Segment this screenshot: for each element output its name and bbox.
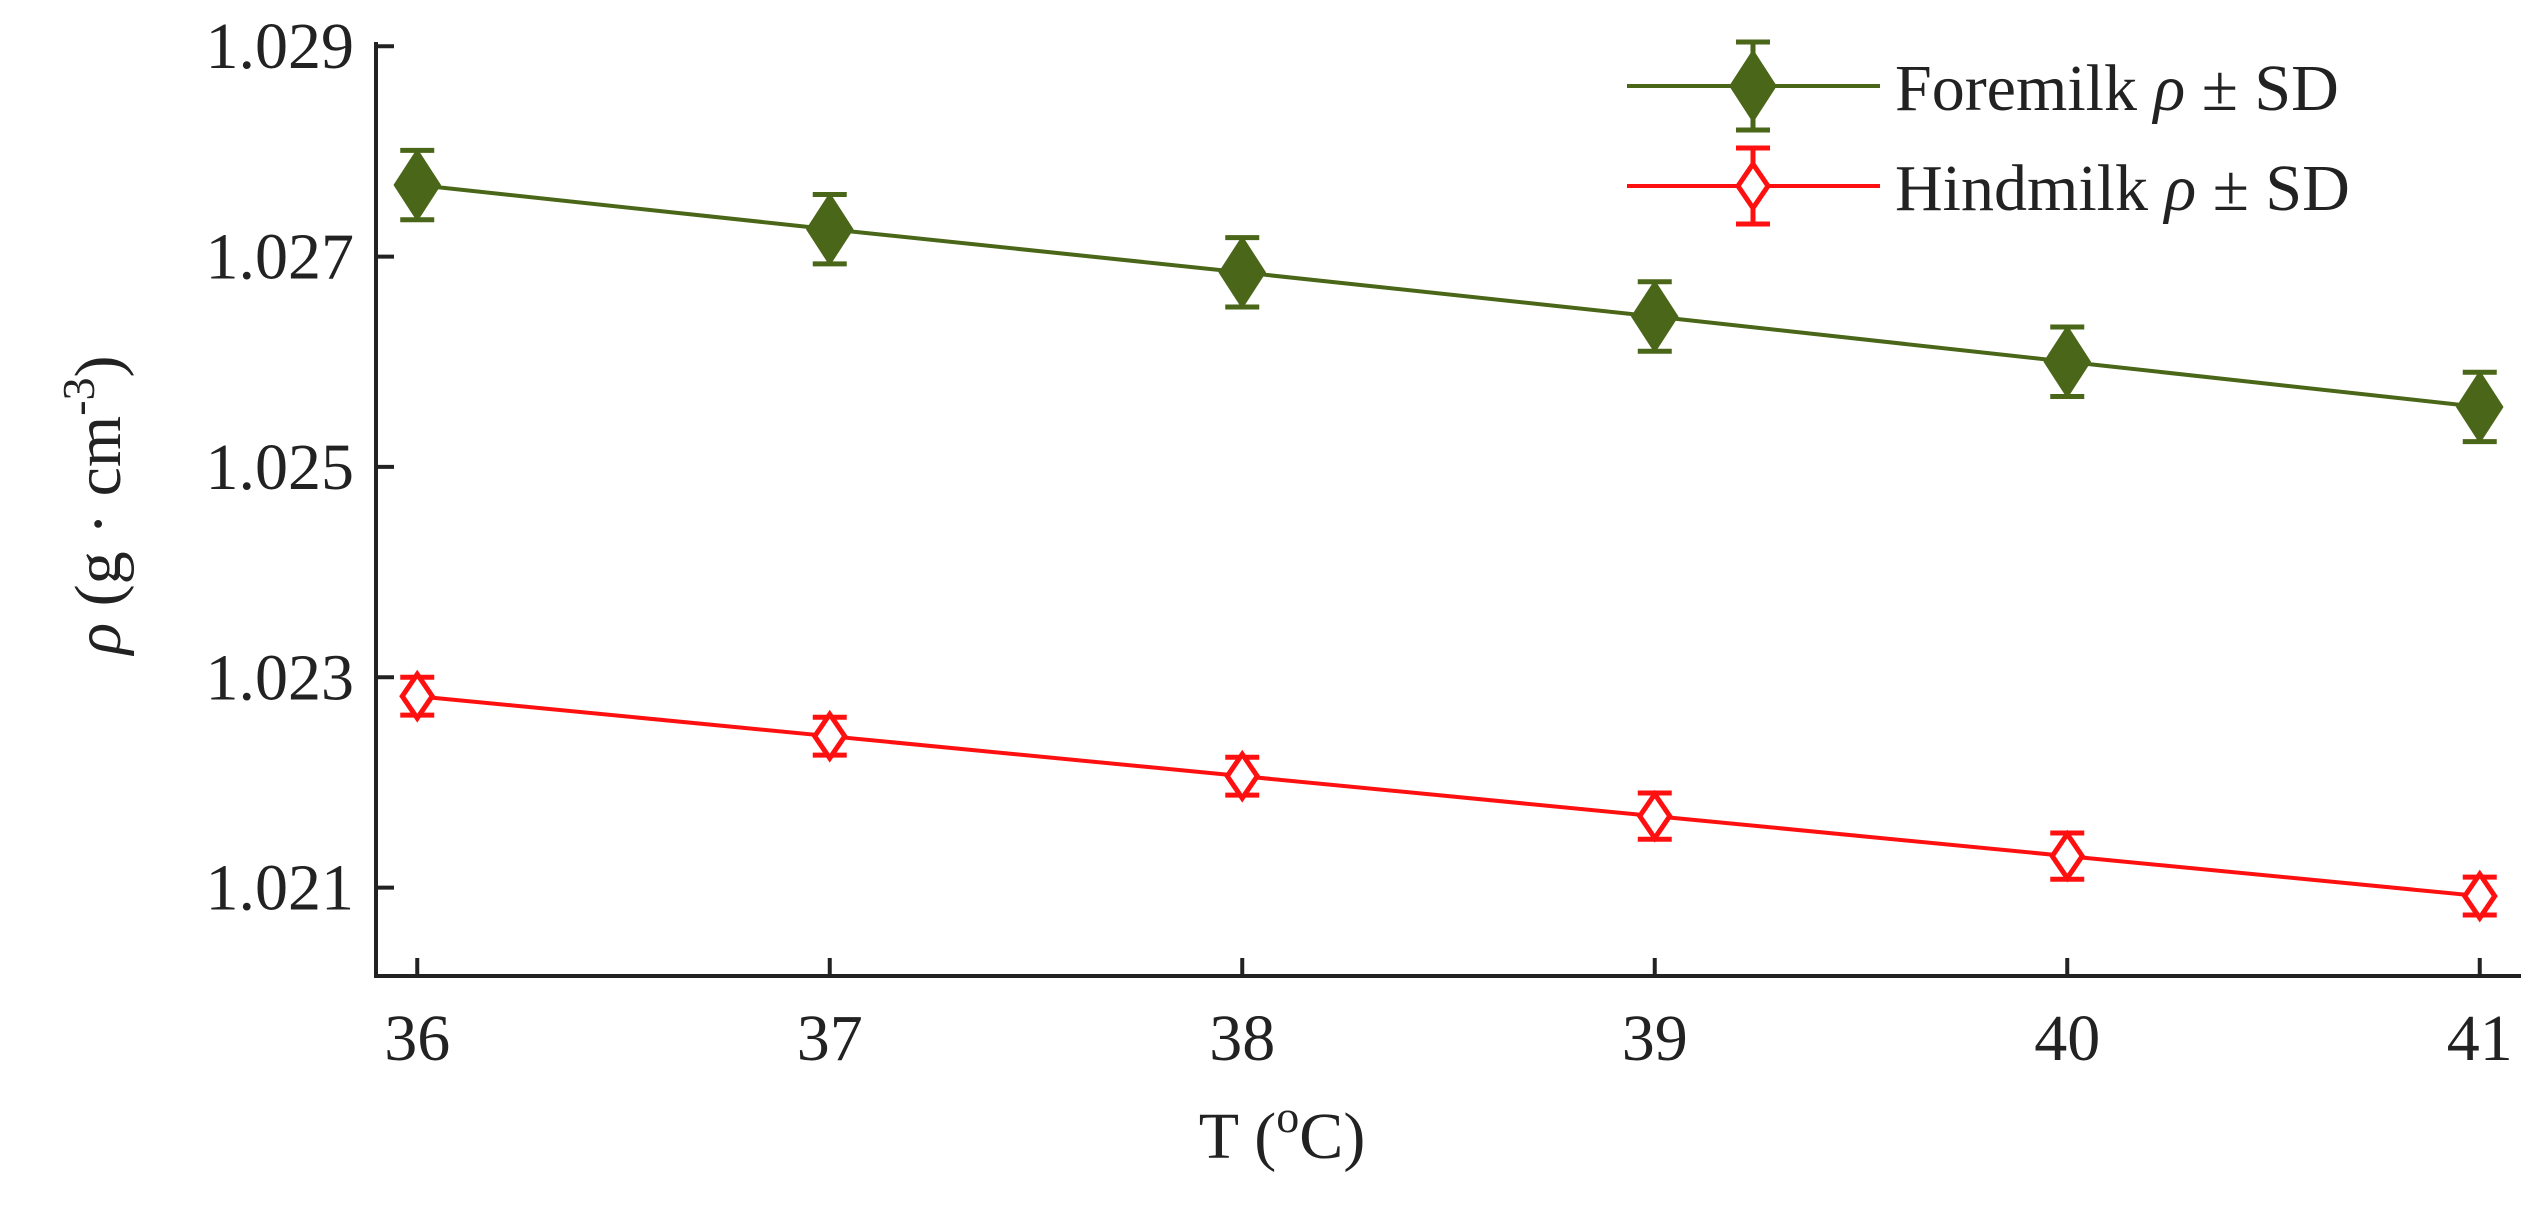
data-point — [1636, 789, 1673, 843]
data-point — [2455, 370, 2504, 444]
legend-entry-foremilk: Foremilk ρ ± SD — [1627, 39, 2339, 133]
legend-marker — [1729, 49, 1777, 123]
series-foremilk — [393, 147, 2504, 445]
series-layer — [393, 147, 2504, 923]
y-tick-label: 1.025 — [206, 431, 355, 504]
series-line — [417, 183, 2480, 409]
data-point — [2049, 829, 2086, 883]
y-tick-label: 1.027 — [206, 221, 355, 294]
series-line — [417, 694, 2480, 899]
legend-label: Hindmilk ρ ± SD — [1895, 152, 2350, 225]
data-point — [1218, 235, 1267, 310]
x-tick-label: 41 — [2447, 1002, 2513, 1075]
legend-label: Foremilk ρ ± SD — [1895, 52, 2339, 125]
data-point — [2461, 869, 2498, 923]
y-axis-label: ρ (g · cm-3) — [53, 355, 135, 656]
data-point — [811, 709, 848, 763]
y-tick-label: 1.023 — [206, 641, 355, 714]
legend-entry-hindmilk: Hindmilk ρ ± SD — [1627, 145, 2350, 227]
data-point — [2043, 324, 2092, 399]
axes: 36 37 38 39 40 41 1.021 1.023 1.025 1.027 1.029 — [206, 10, 2521, 1075]
x-tick-label: 38 — [1209, 1002, 1275, 1075]
series-hindmilk — [399, 669, 2498, 923]
x-tick-label: 36 — [384, 1002, 450, 1075]
y-tick-label: 1.021 — [206, 852, 355, 925]
legend-marker — [1734, 159, 1772, 213]
data-point — [399, 669, 436, 723]
x-axis-label: T (oC) — [1199, 1091, 1366, 1173]
x-tick-label: 37 — [797, 1002, 863, 1075]
data-point — [1224, 749, 1261, 803]
data-point — [805, 192, 854, 266]
legend: Foremilk ρ ± SD Hindmilk ρ ± SD — [1627, 39, 2350, 227]
axis-lines — [374, 42, 2521, 978]
data-point — [393, 148, 442, 222]
x-tick-label: 40 — [2034, 1002, 2100, 1075]
y-tick-label: 1.029 — [206, 10, 355, 83]
x-tick-label: 39 — [1622, 1002, 1688, 1075]
data-point — [1630, 279, 1679, 354]
